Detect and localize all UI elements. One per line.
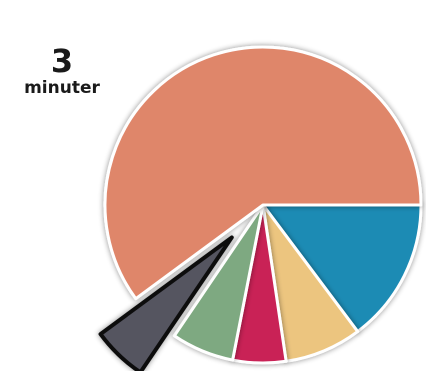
pie-slice-6 bbox=[103, 45, 423, 301]
annotation-number: 3 bbox=[50, 42, 74, 80]
pie-slice-1 bbox=[261, 203, 423, 334]
slice-annotation: 3 minuter bbox=[2, 44, 122, 98]
pie-slice-highlighted bbox=[98, 235, 234, 371]
pie-slice-4 bbox=[172, 203, 265, 362]
annotation-unit: minuter bbox=[24, 78, 100, 98]
